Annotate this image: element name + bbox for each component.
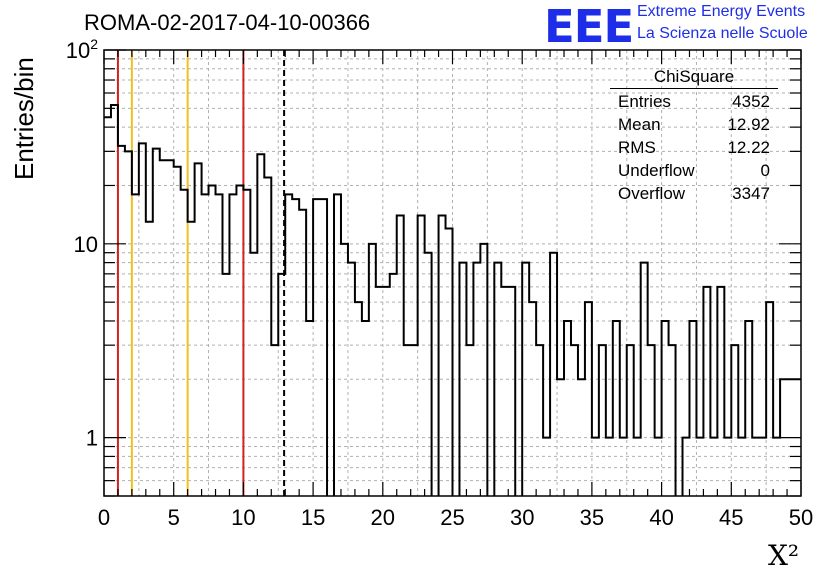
x-tick-label: 10 <box>231 505 255 530</box>
x-tick-label: 45 <box>719 505 743 530</box>
stats-title: ChiSquare <box>610 67 778 89</box>
stats-value: 4352 <box>732 92 770 111</box>
stats-row-rms: RMS 12.22 <box>610 138 778 161</box>
stats-value: 3347 <box>732 184 770 203</box>
stats-value: 12.22 <box>727 138 770 157</box>
x-tick-label: 5 <box>168 505 180 530</box>
x-tick-label: 35 <box>580 505 604 530</box>
reference-lines <box>116 50 286 496</box>
stats-value: 0 <box>760 161 770 180</box>
y-tick-label: 10 <box>74 232 98 257</box>
x-tick-label: 15 <box>301 505 325 530</box>
histogram-step-line <box>104 104 801 496</box>
eee-logo: EEE <box>544 0 634 53</box>
y-tick-label: 1 <box>86 426 98 451</box>
stats-label: RMS <box>618 138 656 157</box>
logo-tagline-2: La Scienza nelle Scuole <box>637 25 808 42</box>
stats-label: Mean <box>618 115 661 134</box>
stats-label: Underflow <box>618 161 695 180</box>
stats-row-mean: Mean 12.92 <box>610 115 778 138</box>
x-tick-label: 20 <box>371 505 395 530</box>
y-tick-label: 102 <box>66 36 98 63</box>
run-title: ROMA-02-2017-04-10-00366 <box>84 10 371 35</box>
stats-row-overflow: Overflow 3347 <box>610 184 778 207</box>
stats-value: 12.92 <box>727 115 770 134</box>
y-axis-label: Entries/bin <box>9 57 39 180</box>
logo-tagline-1: Extreme Energy Events <box>637 3 806 20</box>
x-tick-label: 25 <box>440 505 464 530</box>
x-tick-label: 30 <box>510 505 534 530</box>
stats-row-underflow: Underflow 0 <box>610 161 778 184</box>
x-tick-label: 50 <box>789 505 813 530</box>
stats-row-entries: Entries 4352 <box>610 92 778 115</box>
x-axis-label: X² <box>768 539 799 572</box>
stats-label: Overflow <box>618 184 686 203</box>
axis-ticks <box>103 49 802 497</box>
y-tick-exponent: 2 <box>90 36 98 52</box>
stats-label: Entries <box>618 92 671 111</box>
stats-box: ChiSquare Entries 4352 Mean 12.92 RMS 12… <box>610 67 778 207</box>
x-tick-label: 0 <box>98 505 110 530</box>
x-tick-label: 40 <box>649 505 673 530</box>
